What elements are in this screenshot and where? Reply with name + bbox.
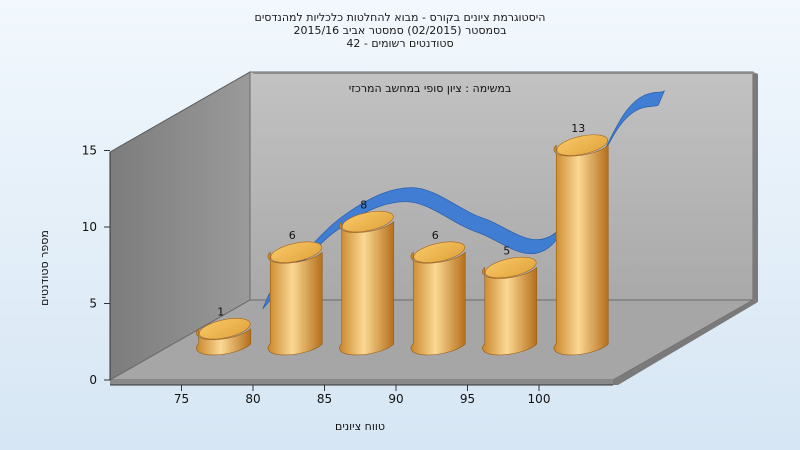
y-tick-label: 15 [82, 144, 97, 158]
bar-body [339, 220, 395, 356]
bar-value-label: 6 [432, 229, 439, 242]
chart-title-line-1: היסטוגרמת ציונים בקורס - מבוא להחלטות כל… [254, 11, 546, 24]
floor-front-edge [110, 380, 613, 385]
x-tick-label: 75 [174, 392, 189, 406]
x-axis: 75 80 85 90 95 100 [110, 384, 613, 406]
bar: 5 [482, 245, 538, 356]
bar-cap [556, 134, 609, 156]
trend-layer [262, 90, 666, 309]
bar-body [196, 327, 252, 356]
bars-layer: 1 6 8 6 5 13 [196, 122, 609, 356]
x-tick-label: 100 [528, 392, 551, 406]
bar-body [410, 251, 466, 356]
bar-cap [341, 210, 394, 233]
x-tick-label: 95 [460, 392, 475, 406]
x-tick-label: 85 [317, 392, 332, 406]
x-tick-label: 80 [245, 392, 260, 406]
floor-right-edge [613, 300, 758, 385]
bar-value-label: 8 [360, 199, 367, 212]
bar-cap [198, 318, 251, 340]
bar-value-label: 13 [571, 122, 585, 135]
y-axis: 0 5 10 15 [82, 144, 111, 387]
back-wall-right-edge [753, 72, 758, 302]
bar-cap [413, 241, 466, 263]
bar: 1 [196, 306, 252, 356]
y-tick-label: 10 [82, 220, 97, 234]
bar: 6 [410, 229, 466, 356]
bar: 6 [267, 229, 323, 356]
bar-value-label: 6 [289, 229, 296, 242]
bar-body [267, 251, 323, 356]
bar: 13 [553, 122, 609, 356]
chart-title-line-2: בסמסטר (02/2015) סמסטר אביב 2015/16 [293, 24, 507, 37]
bar: 8 [339, 199, 395, 356]
bar-cap [270, 241, 323, 263]
chart-annotation: במשימה : ציון סופי במחשב המרכזי [349, 82, 512, 95]
bar-value-label: 5 [503, 245, 510, 258]
x-tick-label: 90 [388, 392, 403, 406]
x-axis-title: טווח ציונים [335, 420, 385, 433]
y-axis-title: מספר סטודנטים [38, 230, 51, 306]
back-wall-top-edge [250, 72, 758, 74]
bar-cap [484, 256, 537, 279]
bar-body [482, 266, 538, 356]
trend-ribbon [262, 90, 666, 309]
bar-value-label: 1 [217, 306, 224, 319]
y-tick-label: 0 [89, 373, 97, 387]
chart-title-line-3: סטודנטים רשומים - 42 [346, 37, 454, 50]
bar-body [553, 144, 609, 356]
y-tick-label: 5 [89, 297, 97, 311]
